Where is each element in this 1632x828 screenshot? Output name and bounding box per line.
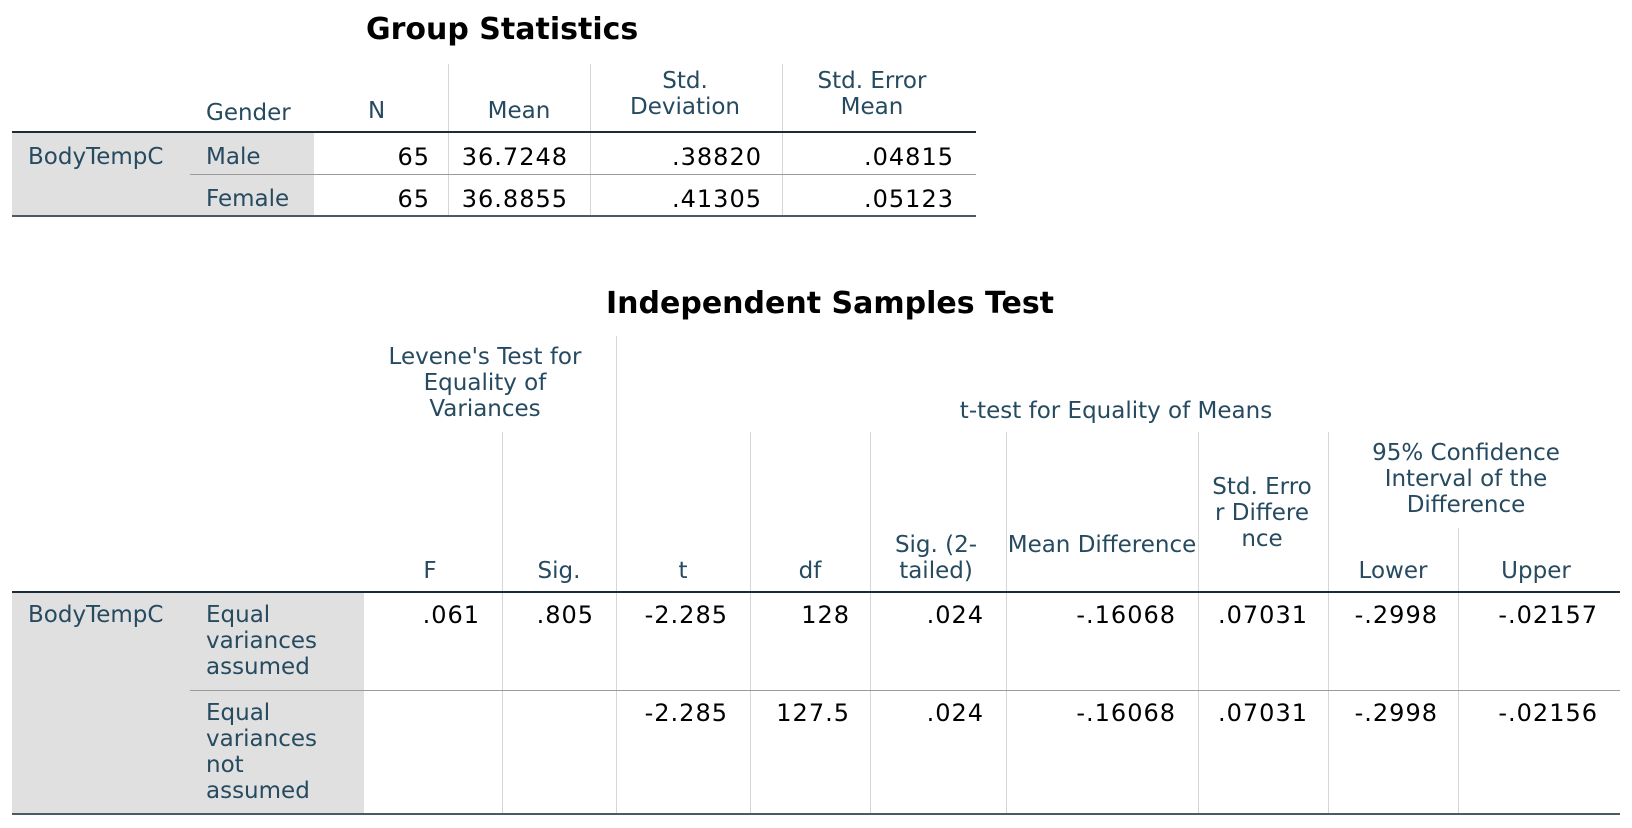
ist-cell-std-err-diff: .07031 [1218, 601, 1308, 629]
ist-cell-sig: .805 [536, 601, 594, 629]
ist-header-lower: Lower [1358, 558, 1428, 584]
gs-vline [590, 64, 591, 216]
gs-cell-n: 65 [397, 185, 430, 213]
gs-row-gender: Male [206, 144, 261, 170]
ist-cell-sig2: .024 [926, 601, 984, 629]
gs-cell-mean: 36.8855 [461, 185, 568, 213]
gs-cell-std-dev: .38820 [672, 143, 762, 171]
gs-header-std-err: Std. Error Mean [817, 68, 927, 120]
ist-header-upper: Upper [1501, 558, 1571, 584]
gs-row-rule [190, 174, 976, 175]
ist-header-ci: 95% Confidence Interval of the Differenc… [1372, 440, 1560, 518]
ist-vline [616, 336, 617, 814]
ist-cell-lower: -.2998 [1354, 699, 1438, 727]
ist-cell-upper: -.02156 [1498, 699, 1598, 727]
ist-rowlabel-shade-var [12, 592, 190, 814]
independent-samples-test-title: Independent Samples Test [606, 286, 1055, 321]
gs-vline [448, 64, 449, 216]
ist-cell-upper: -.02157 [1498, 601, 1598, 629]
ist-rowlabel-shade-label [190, 592, 364, 814]
gs-cell-std-err: .05123 [864, 185, 954, 213]
ist-vline [1198, 432, 1199, 814]
gs-rowlabel-shade-var [12, 132, 190, 216]
gs-vline [782, 64, 783, 216]
ist-cell-f: .061 [422, 601, 480, 629]
gs-header-std-dev: Std. Deviation [629, 68, 740, 120]
gs-cell-n: 65 [397, 143, 430, 171]
ist-header-t: t [678, 558, 688, 584]
ist-header-rule [12, 591, 1620, 593]
gs-header-gender: Gender [206, 100, 291, 126]
ist-cell-mean-diff: -.16068 [1076, 699, 1176, 727]
ist-cell-t: -2.285 [644, 699, 728, 727]
ist-cell-df: 128 [801, 601, 850, 629]
ist-header-df: df [798, 558, 822, 584]
ist-row-label: Equal variances assumed [206, 602, 318, 680]
ist-header-levene: Levene's Test for Equality of Variances [388, 344, 582, 422]
gs-variable-label: BodyTempC [28, 144, 164, 170]
ist-cell-sig2: .024 [926, 699, 984, 727]
gs-bottom-rule [12, 215, 976, 217]
ist-vline [1458, 528, 1459, 814]
ist-header-sig2: Sig. (2-tailed) [894, 532, 978, 584]
ist-variable-label: BodyTempC [28, 602, 164, 628]
group-statistics-title: Group Statistics [366, 12, 639, 47]
ist-vline [1006, 432, 1007, 814]
gs-cell-mean: 36.7248 [461, 143, 568, 171]
ist-header-std-err-diff: Std. Error Difference [1212, 474, 1312, 552]
ist-vline [1328, 432, 1329, 814]
ist-row-label: Equal variances not assumed [206, 700, 318, 804]
gs-cell-std-err: .04815 [864, 143, 954, 171]
ist-header-mean-diff: Mean Difference [1007, 532, 1197, 558]
ist-cell-t: -2.285 [644, 601, 728, 629]
ist-vline [750, 432, 751, 814]
ist-vline [502, 432, 503, 814]
ist-bottom-rule [12, 813, 1620, 815]
gs-cell-std-dev: .41305 [672, 185, 762, 213]
ist-cell-mean-diff: -.16068 [1076, 601, 1176, 629]
ist-cell-std-err-diff: .07031 [1218, 699, 1308, 727]
ist-row-rule [190, 690, 1620, 691]
gs-header-mean: Mean [487, 98, 551, 124]
ist-header-f: F [423, 558, 437, 584]
ist-cell-df: 127.5 [776, 699, 850, 727]
ist-header-sig: Sig. [537, 558, 581, 584]
gs-row-gender: Female [206, 186, 290, 212]
ist-vline [870, 432, 871, 814]
gs-header-n: N [368, 98, 386, 124]
ist-cell-lower: -.2998 [1354, 601, 1438, 629]
ist-header-ttest: t-test for Equality of Means [959, 398, 1273, 424]
gs-header-rule [12, 131, 976, 133]
